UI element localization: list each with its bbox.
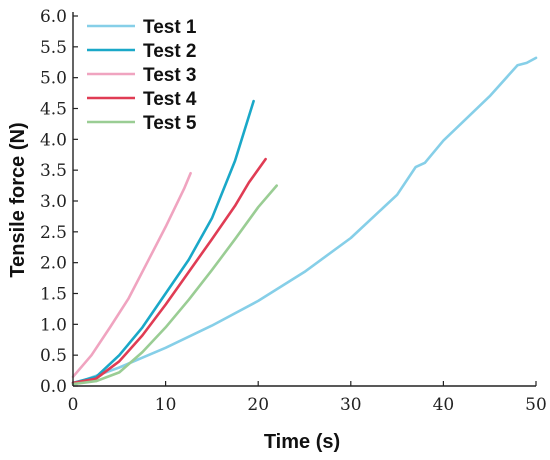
y-axis-title: Tensile force (N): [7, 122, 29, 277]
series-lines: [71, 56, 538, 386]
series-line-test-5: [71, 184, 278, 386]
legend: Test 1 Test 2 Test 3 Test 4 Test 5: [87, 17, 197, 134]
series-line-test-2: [71, 99, 255, 385]
x-tick-label: 20: [247, 395, 269, 415]
legend-label-test-5: Test 5: [143, 113, 197, 134]
legend-label-test-4: Test 4: [143, 89, 197, 110]
x-tick-label: 50: [525, 395, 547, 415]
y-tick-label: 3.5: [40, 161, 67, 181]
y-tick-label: 1.5: [40, 285, 67, 305]
y-tick-label: 5.0: [40, 69, 67, 89]
series-line-test-1: [71, 56, 538, 386]
y-tick-label: 6.0: [40, 7, 67, 27]
y-axis-ticks: 0.0 0.5 1.0 1.5 2.0 2.5 3.0 3.5 4.0 4.5 5.0 5.5 6.0: [40, 7, 78, 397]
y-tick-label: 2.5: [40, 223, 67, 243]
x-tick-label: 0: [68, 395, 79, 415]
x-tick-label: 30: [340, 395, 362, 415]
legend-label-test-1: Test 1: [143, 17, 197, 38]
x-tick-label: 10: [155, 395, 177, 415]
y-tick-label: 0.0: [40, 377, 67, 397]
series-line-test-3: [71, 171, 192, 379]
y-tick-label: 4.5: [40, 100, 67, 120]
legend-label-test-3: Test 3: [143, 65, 197, 86]
y-tick-label: 0.5: [40, 346, 67, 366]
y-tick-label: 1.0: [40, 315, 67, 335]
y-tick-label: 4.0: [40, 130, 67, 150]
y-tick-label: 3.0: [40, 192, 67, 212]
y-tick-label: 2.0: [40, 254, 67, 274]
x-tick-label: 40: [433, 395, 455, 415]
legend-label-test-2: Test 2: [143, 41, 197, 62]
series-line-test-4: [71, 157, 267, 385]
x-axis-title: Time (s): [264, 431, 340, 453]
y-tick-label: 5.5: [40, 38, 67, 58]
x-axis-ticks: 0 10 20 30 40 50: [68, 381, 547, 415]
